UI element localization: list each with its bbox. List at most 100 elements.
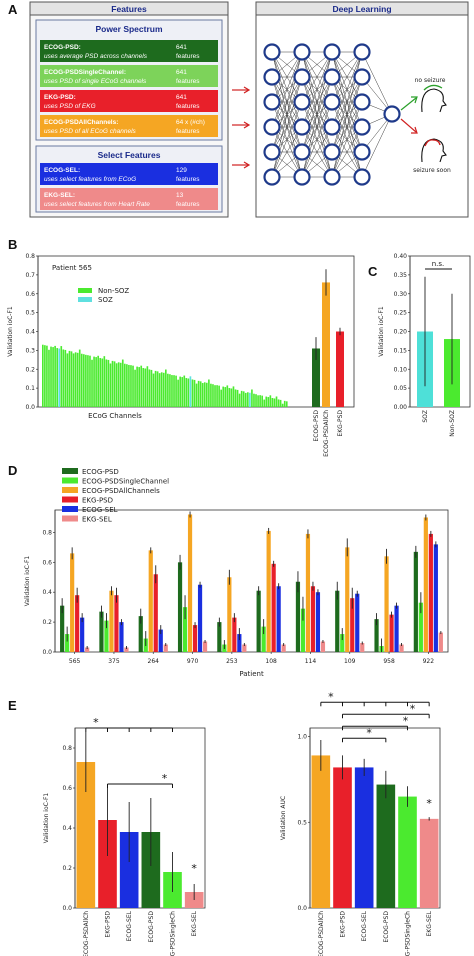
channel-bar (119, 362, 122, 407)
x-tick-label: EKG-SEL (191, 910, 198, 936)
channel-bar (140, 365, 143, 407)
channel-bar (136, 366, 138, 407)
bar (76, 762, 96, 908)
significance-annotation: n.s. (432, 260, 445, 268)
channel-bar (240, 390, 243, 407)
nn-node (353, 68, 371, 86)
bar (433, 544, 438, 652)
y-tick-label: 0.8 (25, 253, 35, 260)
y-tick-label: 0.10 (394, 366, 408, 373)
channel-bar (58, 348, 61, 407)
bar (85, 647, 90, 652)
nn-node (323, 143, 341, 161)
feature-swatch (40, 40, 218, 62)
feature-unit: features (176, 53, 200, 60)
no-seizure-head-icon (421, 84, 447, 113)
x-tick-label: ECOG-PSDSingleCh (405, 911, 412, 956)
output-arrow-green-head (411, 96, 418, 104)
channel-bar (148, 369, 151, 407)
significance-star: * (403, 714, 409, 727)
channel-bar (121, 359, 124, 407)
nn-node (293, 93, 311, 111)
channel-bar (267, 397, 270, 407)
legend-swatch (62, 515, 78, 522)
channel-bar (212, 384, 214, 407)
nn-output-node (383, 105, 401, 123)
nn-edge (331, 51, 363, 103)
nn-node (263, 118, 281, 136)
bar (340, 634, 345, 652)
channel-bar (144, 368, 147, 407)
channel-bar (103, 356, 106, 407)
legend-swatch (62, 506, 78, 512)
x-tick-label: Non-SOZ (449, 410, 456, 437)
channel-bar (105, 359, 108, 407)
bar (310, 586, 316, 652)
nn-node (323, 68, 341, 86)
x-tick-label: 109 (344, 658, 356, 665)
bar (256, 590, 261, 652)
channel-bar (83, 354, 85, 407)
x-axis-label: Patient (239, 670, 264, 678)
bar (60, 605, 65, 652)
x-tick-label: 264 (148, 658, 160, 665)
channel-bar (117, 362, 120, 407)
channel-bar (263, 399, 266, 407)
nn-node (353, 43, 371, 61)
plot-frame (54, 509, 449, 653)
feature-row: EKG-SEL: uses select features from Heart … (40, 188, 218, 210)
bar (261, 626, 266, 652)
y-axis-label: Validation ioC-F1 (43, 793, 50, 844)
nn-node (353, 118, 371, 136)
x-tick-label: 108 (265, 658, 277, 665)
channel-bar (158, 373, 161, 407)
channel-bar (224, 387, 227, 407)
channel-bar (173, 375, 175, 407)
bar (187, 514, 193, 652)
channel-bar (183, 375, 186, 407)
channel-bar (42, 344, 44, 407)
nn-edge (271, 76, 303, 178)
channel-bar (44, 345, 46, 407)
y-tick-label: 0.15 (394, 347, 408, 354)
y-axis-label: Validation AUC (280, 796, 287, 840)
channel-bar (165, 369, 167, 407)
feature-count: 641 (176, 69, 187, 76)
channel-bar (203, 382, 206, 407)
x-tick-label: 375 (108, 658, 120, 665)
y-tick-label: 1.0 (297, 734, 307, 741)
x-tick-label: 922 (423, 658, 435, 665)
x-axis-label: ECoG Channels (88, 412, 142, 420)
x-tick-label: EKG-PSD (340, 911, 347, 938)
feature-unit: features (176, 128, 200, 135)
brain-activity-icon (424, 139, 441, 147)
nn-node (263, 143, 281, 161)
feature-description: uses PSD of EKG (44, 103, 96, 110)
channel-bar (64, 349, 67, 407)
nn-edge (301, 51, 333, 153)
nn-node (293, 118, 311, 136)
panel-label-c: C (368, 264, 378, 279)
channel-bar (226, 385, 229, 407)
legend-swatch (62, 477, 78, 484)
channel-bar (179, 376, 181, 407)
x-tick-label: ECOG-PSD (383, 911, 390, 943)
y-tick-label: 0.0 (297, 905, 307, 912)
bar (138, 616, 143, 652)
bar (158, 629, 163, 652)
feature-unit: features (176, 103, 200, 110)
bar (65, 634, 70, 652)
power-spectrum-title: Power Spectrum (95, 24, 163, 34)
x-tick-label: 565 (69, 658, 81, 665)
y-tick-label: 0.4 (25, 329, 35, 336)
feature-unit: features (176, 78, 200, 85)
channel-bar (189, 376, 192, 407)
bar (70, 553, 75, 652)
bar (438, 632, 443, 652)
channel-bar (171, 375, 173, 407)
bar (271, 563, 276, 652)
bar (333, 767, 352, 908)
feature-swatch (40, 163, 218, 185)
feature-name: EKG-PSD: (44, 94, 76, 101)
bar (98, 820, 117, 908)
